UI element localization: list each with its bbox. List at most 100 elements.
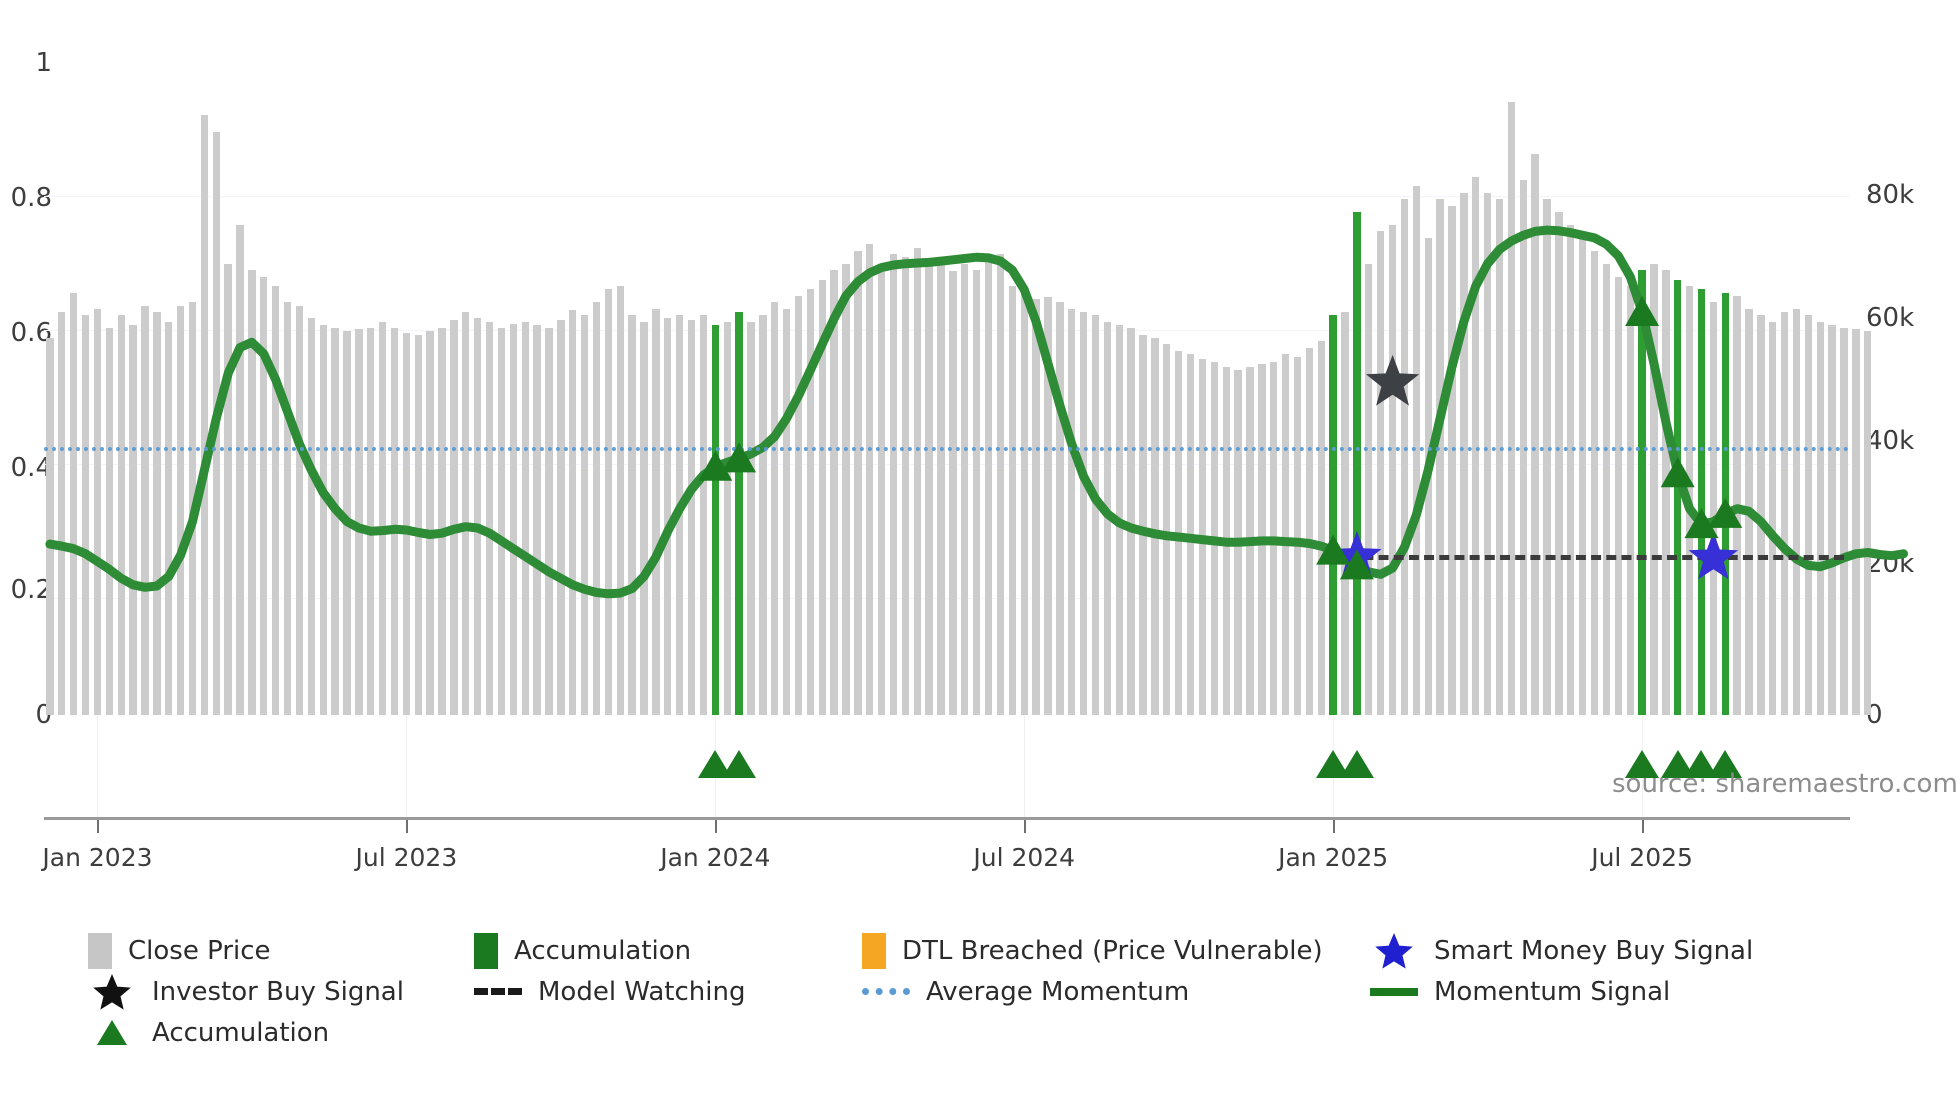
legend-row-3: Accumulation: [88, 1012, 1938, 1053]
close-price-bar: [759, 315, 767, 715]
momentum-signal-line: [45, 225, 1908, 599]
close-price-bar: [1780, 312, 1789, 715]
close-price-bar: [272, 286, 280, 715]
close-price-bar: [117, 315, 125, 715]
chart-legend: Close Price Accumulation DTL Breached (P…: [88, 930, 1938, 1053]
close-price-bar: [1281, 353, 1290, 715]
close-price-bar: [1068, 308, 1076, 715]
close-price-bar: [462, 312, 470, 715]
close-price-bar: [176, 305, 185, 715]
close-price-bar: [984, 257, 993, 715]
close-price-bar: [473, 318, 482, 715]
y-axis-label-right-0: 80k: [1866, 180, 1915, 210]
close-price-bar: [319, 324, 327, 715]
close-price-bar: [854, 250, 862, 715]
close-price-bar: [236, 224, 244, 715]
close-price-bar: [307, 318, 315, 715]
close-price-bar: [1139, 334, 1147, 715]
close-price-bar: [747, 321, 755, 715]
gridline-0.2: [44, 598, 1850, 599]
x-axis-tick: [1024, 820, 1027, 833]
close-price-bar: [925, 260, 933, 715]
accumulation-triangle-marker: [722, 750, 757, 778]
legend-item-momentum-signal[interactable]: Momentum Signal: [1370, 977, 1670, 1007]
close-price-bar: [1388, 224, 1397, 715]
legend-item-smart-money-buy[interactable]: Smart Money Buy Signal: [1370, 931, 1753, 971]
close-price-bar: [521, 321, 529, 715]
close-price-bar: [1472, 176, 1480, 715]
legend-item-investor-buy[interactable]: Investor Buy Signal: [88, 972, 474, 1012]
close-price-bar: [58, 312, 66, 715]
close-price-bar: [794, 295, 803, 715]
close-price-bar: [1507, 102, 1516, 715]
accumulation-triangle-marker: [1708, 750, 1743, 778]
legend-label: Accumulation: [152, 1017, 330, 1048]
close-price-bar: [355, 329, 363, 715]
close-price-bar: [1032, 299, 1040, 715]
close-price-bar: [1769, 321, 1777, 715]
close-price-bar: [1864, 331, 1872, 715]
x-gridline: [406, 715, 408, 817]
x-axis-tick: [1642, 820, 1645, 833]
close-price-bar: [200, 115, 209, 715]
accumulation-bar: [711, 324, 719, 715]
legend-row-2: Investor Buy Signal Model Watching Avera…: [88, 971, 1938, 1012]
accumulation-triangle-marker: [1625, 750, 1660, 778]
legend-item-dtl-breached[interactable]: DTL Breached (Price Vulnerable): [862, 932, 1370, 969]
legend-item-close-price[interactable]: Close Price: [88, 932, 474, 969]
x-axis-tick: [715, 820, 718, 833]
close-price-bar: [414, 334, 422, 715]
blue-star-icon: [1370, 931, 1418, 971]
close-price-bar: [664, 318, 672, 715]
accumulation-bar: [1697, 289, 1706, 715]
close-price-bar: [1091, 315, 1100, 715]
close-price-bar: [1614, 276, 1622, 715]
x-axis-label: Jan 2024: [660, 843, 771, 872]
close-price-bar: [1495, 199, 1504, 715]
close-price-bar: [1757, 315, 1765, 715]
close-price-bar: [105, 328, 114, 715]
legend-item-accumulation-marker[interactable]: Accumulation: [88, 1018, 474, 1048]
close-price-bar: [485, 321, 494, 715]
legend-item-model-watching[interactable]: Model Watching: [474, 977, 862, 1007]
close-price-bar: [1127, 328, 1135, 715]
close-price-bar: [1305, 347, 1314, 715]
close-price-bar: [1400, 199, 1409, 715]
x-axis-label: Jan 2025: [1278, 843, 1389, 872]
close-price-bar: [1151, 337, 1159, 715]
close-price-bar: [81, 315, 90, 715]
close-price-bar: [390, 328, 399, 715]
legend-item-average-momentum[interactable]: Average Momentum: [862, 977, 1370, 1007]
close-price-bar: [1483, 192, 1492, 715]
legend-label: Average Momentum: [926, 976, 1190, 1007]
close-price-bar: [545, 328, 553, 715]
close-price-bar: [1448, 205, 1456, 715]
black-star-icon: [88, 972, 136, 1012]
close-price-bar: [165, 321, 173, 715]
x-axis-tick: [1333, 820, 1336, 833]
close-price-bar: [1602, 263, 1611, 715]
close-price-bar: [533, 324, 541, 715]
close-price-bar: [224, 263, 232, 715]
close-price-bar: [866, 244, 874, 715]
close-price-bar: [295, 305, 304, 715]
close-price-bar: [1163, 344, 1171, 715]
dtl-breached-swatch-icon: [862, 932, 886, 969]
close-price-bar: [438, 328, 446, 715]
accumulation-bar: [1674, 279, 1682, 715]
close-price-bar: [426, 330, 434, 715]
accumulation-swatch-icon: [474, 932, 498, 969]
close-price-bar: [46, 337, 54, 715]
close-price-bar: [640, 321, 648, 715]
x-gridline: [1024, 715, 1026, 817]
accumulation-bar: [1353, 212, 1361, 715]
close-price-bar: [937, 263, 945, 715]
legend-label: Close Price: [128, 935, 271, 966]
close-price-bar: [283, 302, 292, 715]
close-price-bar: [141, 305, 149, 715]
close-price-bar: [1590, 250, 1599, 715]
legend-item-accumulation-bar[interactable]: Accumulation: [474, 932, 862, 969]
close-price-bar: [699, 315, 708, 715]
close-price-bar: [1626, 286, 1634, 715]
